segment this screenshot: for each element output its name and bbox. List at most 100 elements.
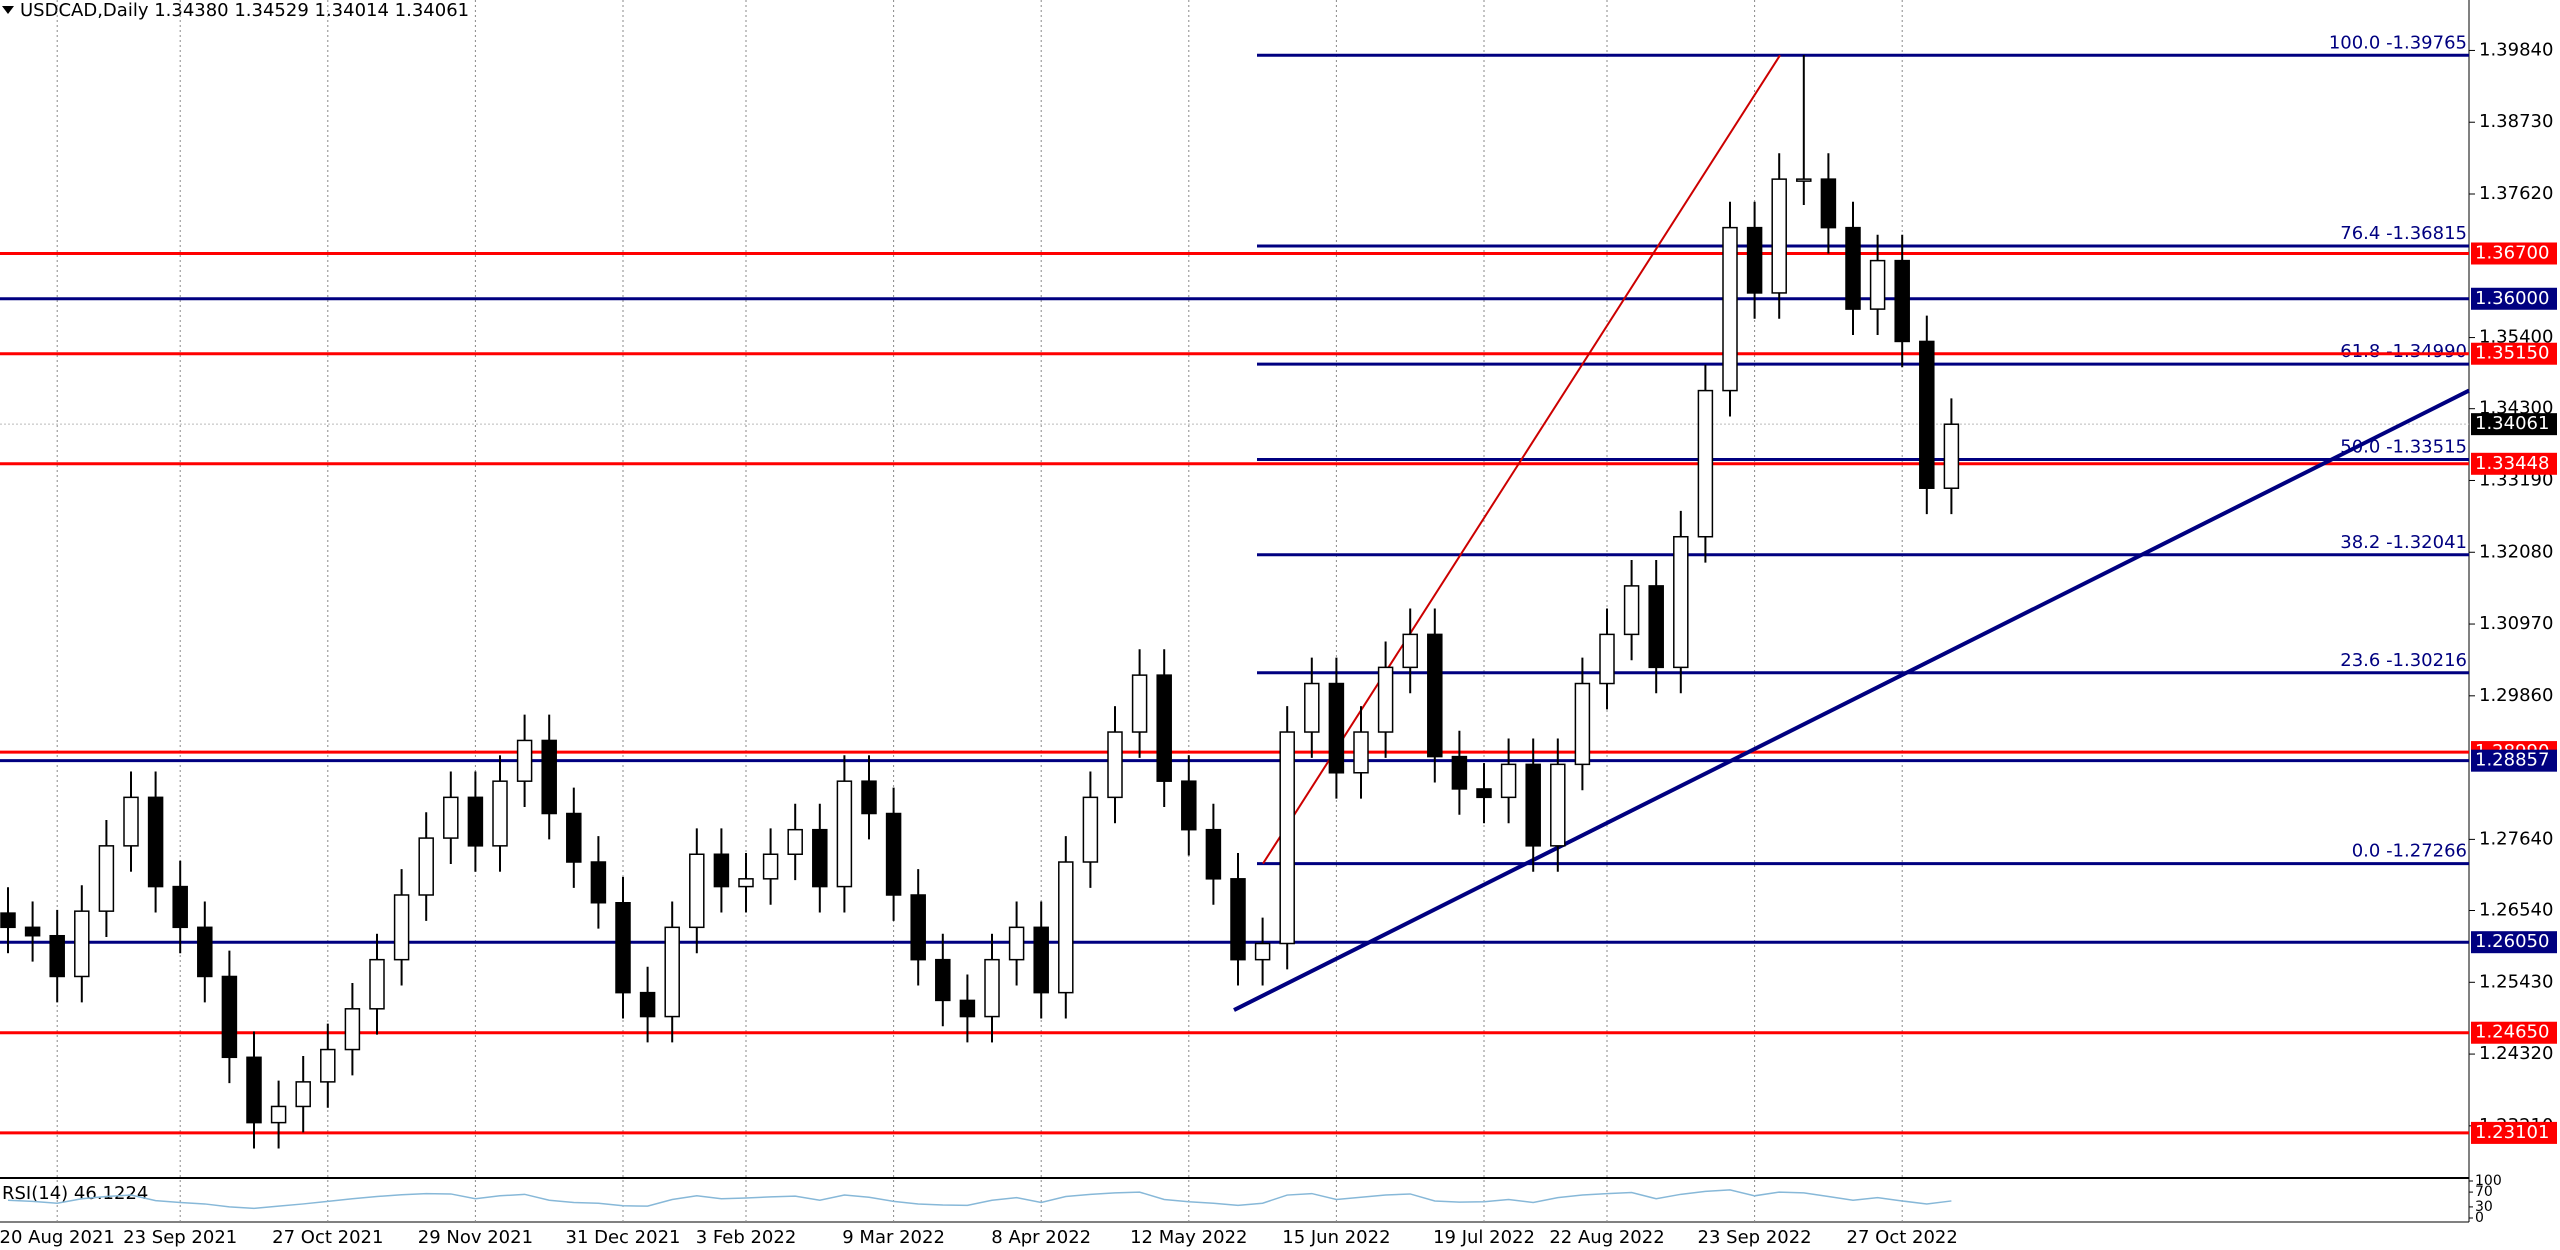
- candle-body: [1894, 259, 1910, 343]
- fib-label: 76.4 -1.36815: [2340, 223, 2467, 244]
- candle-body: [49, 934, 65, 978]
- candle-body: [590, 861, 607, 904]
- candle-body: [1254, 942, 1271, 961]
- x-tick-label: 20 Aug 2021: [0, 1227, 115, 1248]
- candle-body: [1746, 226, 1763, 294]
- y-tick-label: 1.24320: [2479, 1043, 2553, 1064]
- candle-body: [1205, 828, 1222, 880]
- candle-body: [1181, 780, 1197, 831]
- candle-body: [935, 958, 951, 1002]
- price-label: 1.26050: [2475, 931, 2549, 952]
- candle-body: [197, 926, 213, 978]
- candle-body: [836, 780, 853, 888]
- candle-body: [1279, 731, 1295, 945]
- y-tick-label: 1.39840: [2479, 39, 2553, 60]
- chart-header: USDCAD,Daily 1.34380 1.34529 1.34014 1.3…: [20, 0, 469, 21]
- price-label: 1.35150: [2475, 343, 2549, 364]
- x-tick-label: 22 Aug 2022: [1549, 1227, 1664, 1248]
- candle-body: [1451, 755, 1468, 790]
- candle-body: [1943, 423, 1960, 489]
- candle-body: [1476, 788, 1492, 799]
- candle-body: [1673, 535, 1689, 669]
- candle-body: [0, 912, 16, 929]
- rsi-tick-label: 30: [2475, 1199, 2493, 1215]
- candle-body: [910, 894, 926, 961]
- candle-body: [270, 1105, 287, 1124]
- y-tick-label: 1.32080: [2479, 541, 2553, 562]
- rsi-line: [7, 1189, 1952, 1210]
- x-tick-label: 8 Apr 2022: [991, 1227, 1091, 1248]
- menu-arrow[interactable]: [2, 6, 14, 14]
- candle-body: [1550, 763, 1566, 847]
- price-label-box: [2471, 413, 2557, 436]
- price-label: 1.36000: [2475, 288, 2549, 309]
- candle-body: [1599, 633, 1615, 685]
- candle-body: [664, 926, 680, 1018]
- candle-body: [615, 902, 631, 994]
- price-label-box: [2471, 452, 2557, 475]
- rsi-tick-label: 100: [2475, 1173, 2502, 1189]
- candle-body: [1500, 763, 1517, 799]
- candle-body: [1131, 674, 1148, 733]
- candle-body: [1402, 633, 1418, 669]
- price-label-box: [2471, 749, 2557, 772]
- candle-body: [1304, 682, 1320, 733]
- candle-body: [1156, 674, 1172, 782]
- candle-body: [393, 894, 410, 961]
- candle-body: [1377, 666, 1394, 733]
- y-tick-label: 1.37620: [2479, 183, 2553, 204]
- candle-body: [1107, 731, 1123, 799]
- fib-label: 50.0 -1.33515: [2340, 436, 2467, 457]
- y-tick-label: 1.35400: [2479, 327, 2553, 348]
- x-tick-label: 19 Jul 2022: [1433, 1227, 1535, 1248]
- candle-body: [492, 780, 508, 847]
- fib-label: 61.8 -1.34990: [2340, 341, 2467, 362]
- candle-body: [1033, 926, 1049, 994]
- price-label-box: [2471, 287, 2557, 310]
- fib-label: 0.0 -1.27266: [2352, 841, 2467, 862]
- x-tick-label: 27 Oct 2022: [1847, 1227, 1958, 1248]
- candle-body: [984, 958, 1000, 1018]
- candle-body: [1845, 226, 1861, 310]
- candle-body: [320, 1048, 336, 1083]
- price-label: 1.28857: [2475, 750, 2549, 771]
- candle-body: [1869, 259, 1886, 310]
- price-label-box: [2471, 242, 2557, 265]
- candle-body: [1353, 731, 1369, 774]
- candle-body: [566, 812, 582, 863]
- x-tick-label: 23 Sep 2021: [123, 1227, 237, 1248]
- candle-body: [713, 853, 730, 888]
- rsi-tick-label: 70: [2475, 1184, 2493, 1200]
- candle-body: [1082, 796, 1099, 863]
- candle-body: [123, 796, 139, 847]
- price-label-box: [2471, 1121, 2557, 1144]
- candle-body: [147, 796, 164, 888]
- candle-body: [1722, 226, 1738, 392]
- price-label-box: [2471, 1021, 2557, 1044]
- price-label-box: [2471, 342, 2557, 365]
- y-tick-label: 1.25430: [2479, 971, 2553, 992]
- candle-body: [812, 828, 828, 888]
- y-tick-label: 1.27640: [2479, 828, 2553, 849]
- candle-body: [1919, 340, 1935, 489]
- x-tick-label: 23 Sep 2022: [1698, 1227, 1812, 1248]
- candle-body: [516, 739, 533, 782]
- rsi-tick-label: 0: [2475, 1210, 2484, 1226]
- candle-body: [1008, 926, 1025, 961]
- candle-body: [1796, 178, 1812, 182]
- x-tick-label: 9 Mar 2022: [842, 1227, 945, 1248]
- candle-body: [1771, 178, 1787, 294]
- candle-body: [295, 1081, 311, 1108]
- trendline: [1233, 388, 2470, 1012]
- candle-body: [467, 796, 484, 847]
- fib-label: 23.6 -1.30216: [2340, 650, 2467, 671]
- y-tick-label: 1.30970: [2479, 613, 2553, 634]
- rsi-label: RSI(14) 46.1224: [2, 1183, 148, 1204]
- candle-body: [344, 1008, 361, 1051]
- candle-body: [98, 845, 115, 912]
- candle-body: [885, 812, 902, 896]
